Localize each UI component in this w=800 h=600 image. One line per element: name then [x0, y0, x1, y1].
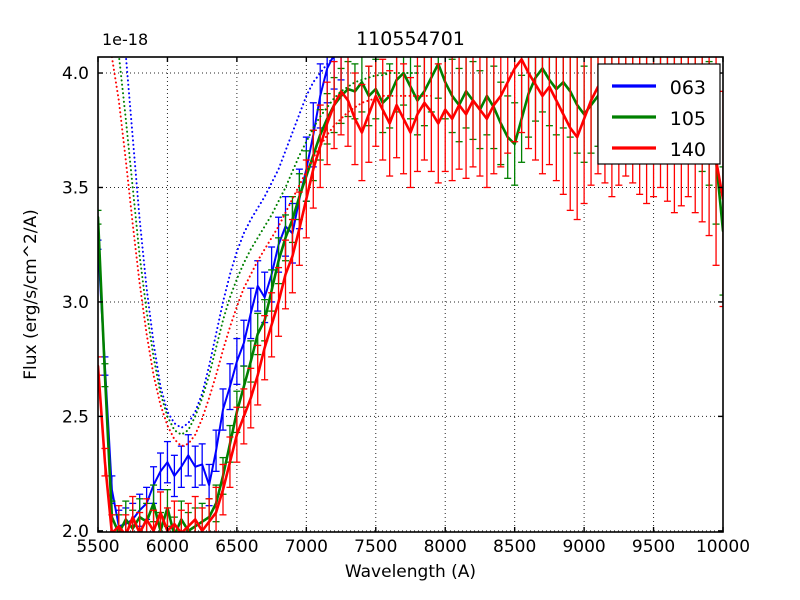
xtick-label: 9500 — [632, 537, 675, 557]
ytick-label: 2.0 — [62, 522, 89, 542]
series-140-model — [110, 57, 433, 448]
xtick-label: 10000 — [696, 537, 750, 557]
legend-label-140: 140 — [670, 139, 706, 161]
curve-140-model — [110, 57, 433, 448]
ytick-label: 4.0 — [62, 64, 89, 84]
y-axis-label: Flux (erg/s/cm^2/A) — [21, 209, 41, 380]
xtick-label: 7000 — [285, 537, 328, 557]
curve-105-model — [118, 57, 419, 436]
xtick-label: 6500 — [215, 537, 258, 557]
xtick-label: 9000 — [562, 537, 605, 557]
legend-label-063: 063 — [670, 77, 706, 99]
y-axis-offset-text: 1e-18 — [102, 30, 148, 49]
x-axis-label: Wavelength (A) — [345, 562, 476, 582]
legend-label-105: 105 — [670, 108, 706, 130]
xtick-label: 7500 — [354, 537, 397, 557]
xtick-label: 5500 — [76, 537, 119, 557]
xtick-label: 8500 — [493, 537, 536, 557]
legend[interactable]: 063 105 140 — [597, 63, 721, 165]
ytick-label: 2.5 — [62, 407, 89, 427]
plot-title: 110554701 — [356, 28, 465, 50]
series-105-model — [118, 57, 419, 436]
ytick-label: 3.5 — [62, 178, 89, 198]
series-063-model — [124, 57, 336, 429]
axes-frame — [97, 56, 724, 533]
axis-ticks: 5500 6000 6500 7000 7500 8000 8500 9000 9500 1000… — [62, 57, 750, 557]
xtick-label: 6000 — [146, 537, 189, 557]
curve-063-model — [124, 57, 336, 429]
xtick-label: 8000 — [424, 537, 467, 557]
ytick-label: 3.0 — [62, 293, 89, 313]
